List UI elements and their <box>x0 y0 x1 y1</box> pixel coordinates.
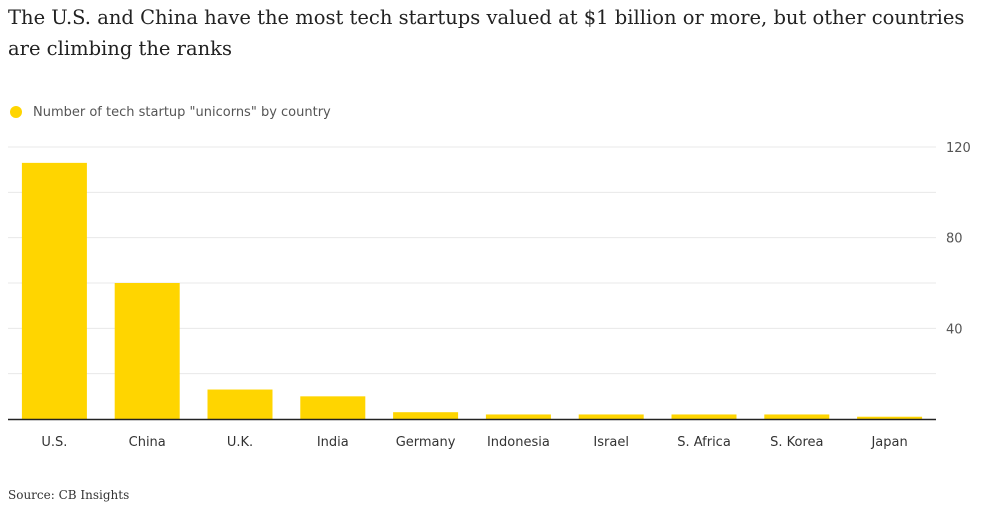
x-tick-label: Japan <box>870 435 907 450</box>
x-tick-label: U.K. <box>227 435 253 450</box>
y-tick-label: 80 <box>946 232 963 247</box>
legend-dot-icon <box>10 106 22 118</box>
bar-japan <box>857 416 923 419</box>
y-tick-label: 40 <box>946 322 963 337</box>
bar-s-africa <box>671 414 737 419</box>
bar-indonesia <box>485 414 551 419</box>
x-tick-label: China <box>129 435 166 450</box>
x-tick-label: Israel <box>593 435 629 450</box>
legend-label: Number of tech startup "unicorns" by cou… <box>33 104 331 120</box>
x-tick-label: Germany <box>396 435 456 450</box>
x-tick-label: India <box>317 435 349 450</box>
y-tick-label: 120 <box>946 141 971 156</box>
x-tick-label: S. Africa <box>677 435 731 450</box>
x-tick-label: U.S. <box>41 435 67 450</box>
bar-germany <box>393 412 459 419</box>
bar-china <box>114 283 180 419</box>
x-tick-label: Indonesia <box>487 435 550 450</box>
bar-israel <box>578 414 644 419</box>
bar-u-s <box>21 162 87 419</box>
bar-india <box>300 396 366 419</box>
legend: Number of tech startup "unicorns" by cou… <box>10 101 331 123</box>
bar-s-korea <box>764 414 830 419</box>
source-note: Source: CB Insights <box>8 488 130 502</box>
chart-title: The U.S. and China have the most tech st… <box>8 6 965 60</box>
x-tick-label: S. Korea <box>770 435 823 450</box>
bar-u-k <box>207 389 273 419</box>
